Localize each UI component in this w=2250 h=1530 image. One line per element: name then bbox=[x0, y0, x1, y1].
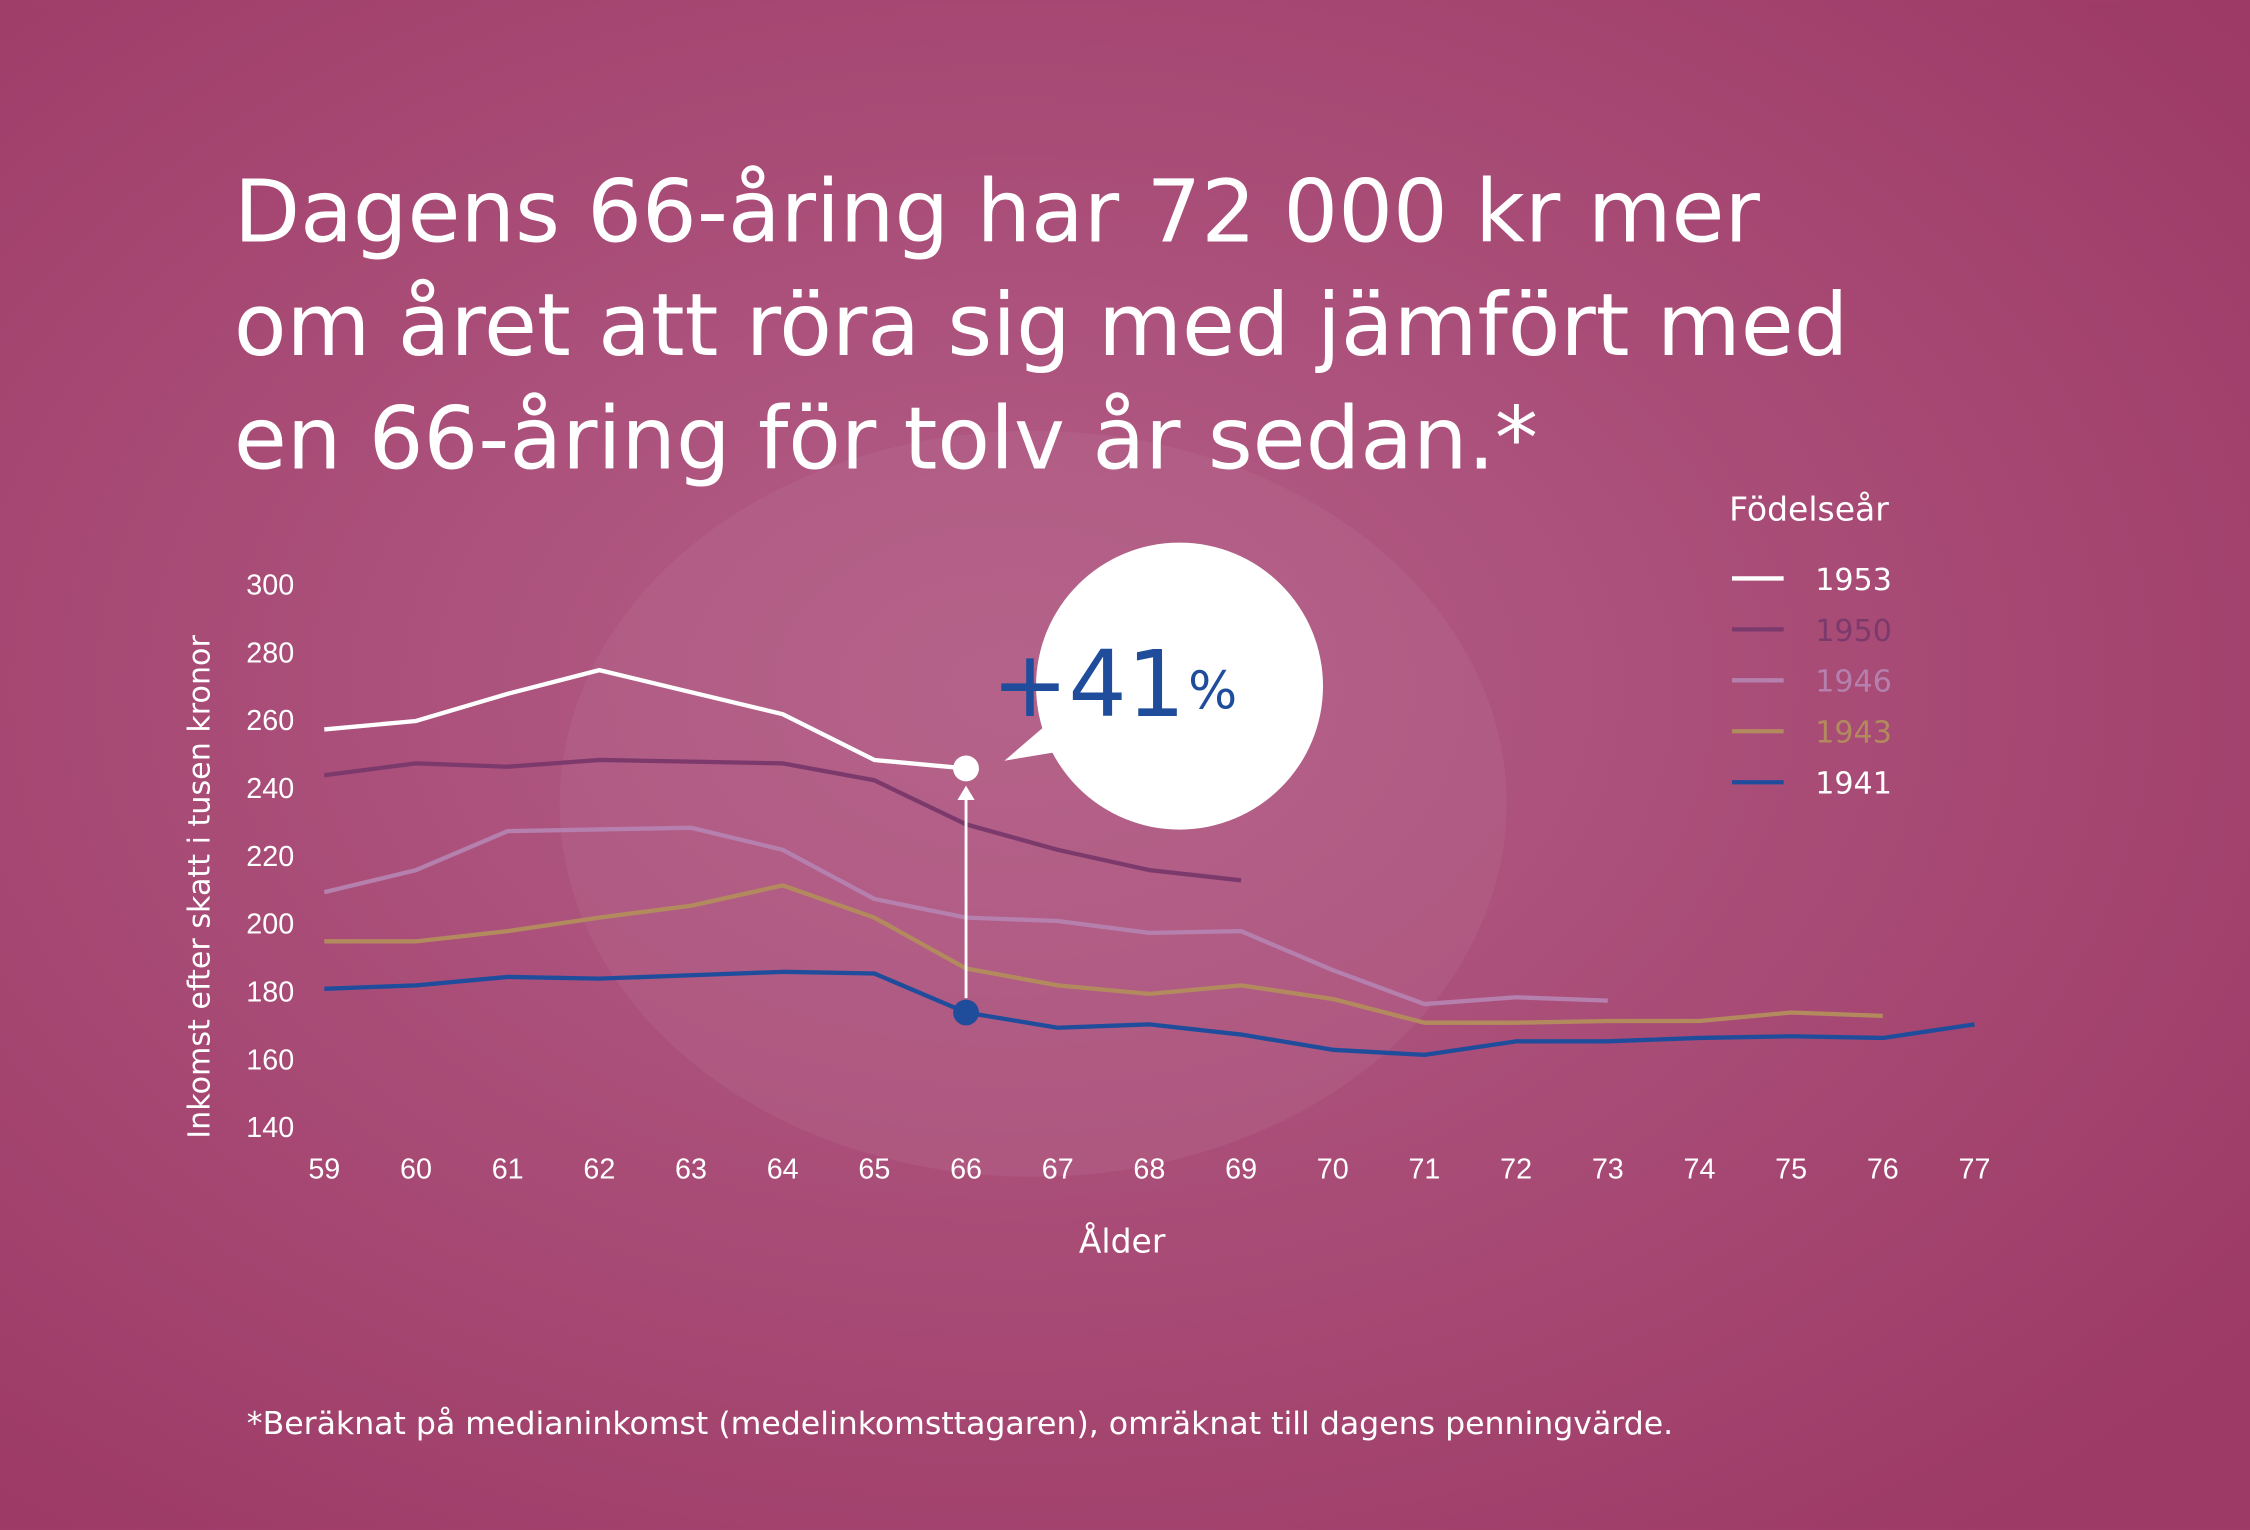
x-tick-label: 73 bbox=[1592, 1154, 1624, 1186]
x-tick-label: 62 bbox=[583, 1154, 615, 1186]
title-line: Dagens 66-åring har 72 000 kr mer bbox=[234, 163, 1761, 263]
x-tick-label: 70 bbox=[1317, 1154, 1349, 1186]
y-tick-label: 220 bbox=[246, 841, 294, 873]
y-tick-label: 180 bbox=[246, 976, 294, 1008]
callout-pointer bbox=[1004, 717, 1091, 761]
x-tick-label: 75 bbox=[1775, 1154, 1807, 1186]
y-axis-label: Inkomst efter skatt i tusen kronor bbox=[182, 635, 217, 1139]
legend-label: 1953 bbox=[1815, 563, 1892, 598]
x-tick-label: 64 bbox=[767, 1154, 799, 1186]
x-tick-label: 77 bbox=[1959, 1154, 1991, 1186]
y-tick-label: 240 bbox=[246, 773, 294, 805]
series-line bbox=[324, 757, 1242, 883]
y-tick-label: 300 bbox=[246, 570, 294, 602]
arrow-head bbox=[957, 785, 975, 801]
series-line bbox=[324, 667, 967, 771]
legend-label: 1950 bbox=[1815, 614, 1892, 649]
x-tick-label: 69 bbox=[1225, 1154, 1257, 1186]
x-axis-label: Ålder bbox=[1079, 1220, 1166, 1260]
y-tick-label: 160 bbox=[246, 1044, 294, 1076]
y-tick-label: 280 bbox=[246, 637, 294, 669]
footnote: *Beräknat på medianinkomst (medelinkomst… bbox=[247, 1405, 1673, 1442]
highlight-point bbox=[953, 755, 979, 782]
y-tick-label: 140 bbox=[246, 1112, 294, 1144]
callout-bubble bbox=[1036, 542, 1324, 830]
callout-text: +41 bbox=[991, 631, 1185, 738]
legend-label: 1946 bbox=[1815, 665, 1892, 700]
legend-label: 1943 bbox=[1815, 716, 1892, 751]
x-tick-label: 66 bbox=[950, 1154, 982, 1186]
title-line: en 66-åring för tolv år sedan.* bbox=[234, 389, 1538, 489]
x-tick-label: 61 bbox=[492, 1154, 524, 1186]
y-tick-label: 200 bbox=[246, 909, 294, 941]
series-line bbox=[324, 969, 1975, 1058]
title: Dagens 66-åring har 72 000 kr mer om året… bbox=[234, 163, 1848, 490]
callout-unit: % bbox=[1188, 662, 1237, 722]
x-tick-label: 71 bbox=[1408, 1154, 1440, 1186]
x-tick-label: 74 bbox=[1683, 1154, 1715, 1186]
x-tick-label: 63 bbox=[675, 1154, 707, 1186]
x-tick-label: 59 bbox=[308, 1154, 340, 1186]
y-tick-label: 260 bbox=[246, 705, 294, 737]
x-tick-label: 76 bbox=[1867, 1154, 1899, 1186]
title-line: om året att röra sig med jämfört med bbox=[234, 276, 1848, 376]
x-tick-label: 72 bbox=[1500, 1154, 1532, 1186]
x-tick-label: 68 bbox=[1133, 1154, 1165, 1186]
legend-label: 1941 bbox=[1815, 767, 1892, 802]
series-line bbox=[324, 883, 1883, 1025]
legend-title: Födelseår bbox=[1729, 490, 1889, 529]
highlight-point bbox=[953, 999, 979, 1026]
x-tick-label: 60 bbox=[400, 1154, 432, 1186]
x-tick-label: 67 bbox=[1042, 1154, 1074, 1186]
background-shape bbox=[559, 430, 1507, 1177]
x-tick-label: 65 bbox=[858, 1154, 890, 1186]
